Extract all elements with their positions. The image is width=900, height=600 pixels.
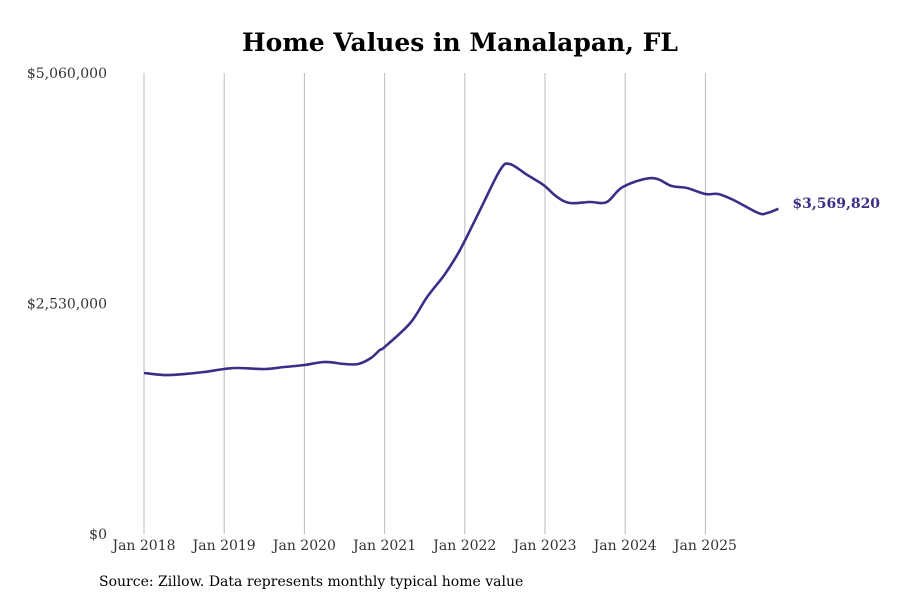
x-tick-label: Jan 2018: [110, 538, 175, 554]
y-tick-label: $2,530,000: [27, 297, 107, 313]
x-tick-label: Jan 2019: [191, 538, 256, 554]
x-tick-label: Jan 2022: [431, 538, 496, 554]
x-tick-label: Jan 2025: [672, 538, 737, 554]
x-tick-label: Jan 2023: [511, 538, 576, 554]
x-tick-label: Jan 2021: [351, 538, 416, 554]
series-line: [143, 162, 779, 377]
y-tick-label: $0: [89, 527, 107, 543]
chart-title: Home Values in Manalapan, FL: [242, 28, 678, 57]
x-tick-label: Jan 2024: [592, 538, 657, 554]
source-note: Source: Zillow. Data represents monthly …: [99, 574, 524, 590]
x-tick-label: Jan 2020: [271, 538, 336, 554]
end-value-label: $3,569,820: [792, 196, 880, 212]
y-tick-label: $5,060,000: [27, 66, 107, 82]
